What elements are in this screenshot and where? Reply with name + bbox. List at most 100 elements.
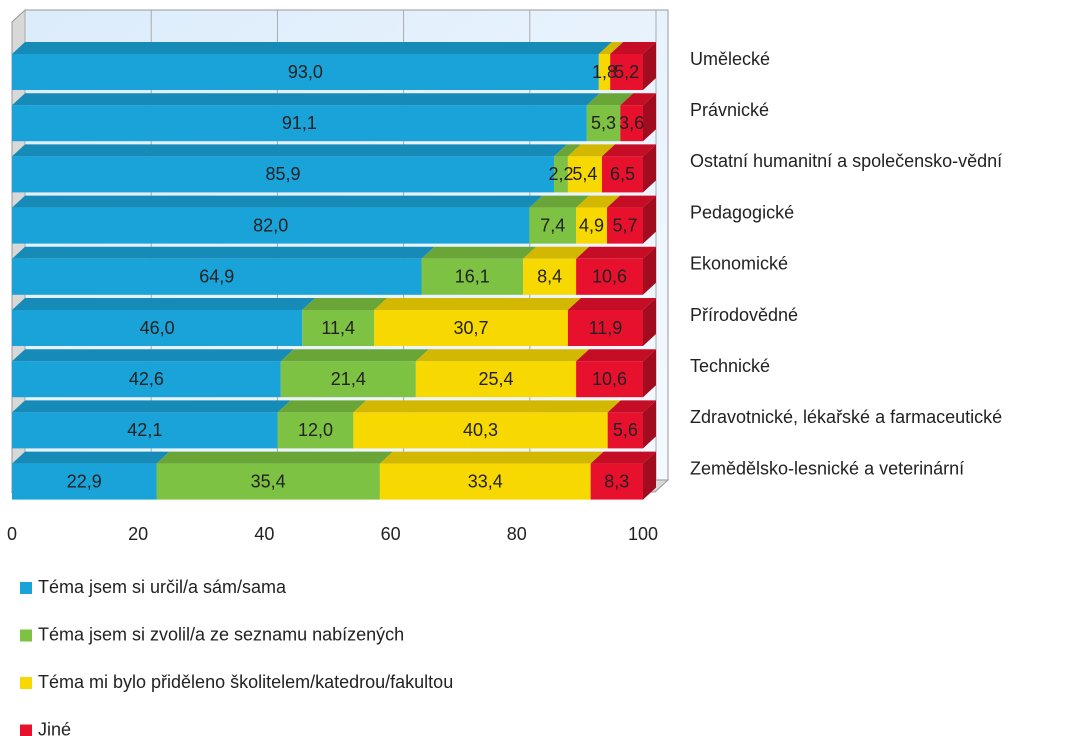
data-label: 93,0	[288, 62, 323, 82]
bar	[620, 105, 643, 142]
bar	[12, 258, 422, 295]
bar	[374, 310, 568, 346]
legend-swatch	[20, 724, 32, 736]
bar-top	[529, 195, 590, 208]
bar	[576, 258, 643, 295]
bar	[421, 258, 524, 295]
data-label: 5,2	[614, 62, 639, 82]
bar-top	[379, 451, 604, 464]
data-label: 42,6	[129, 369, 164, 389]
data-label: 10,6	[592, 267, 627, 287]
bar-top	[567, 298, 656, 310]
data-label: 82,0	[253, 215, 288, 235]
x-tick-label: 40	[254, 524, 274, 544]
data-label: 30,7	[454, 318, 489, 338]
bar	[12, 207, 530, 244]
legend-swatch	[20, 629, 32, 642]
bar	[277, 412, 354, 449]
category-label: Zdravotnické, lékařské a farmaceutické	[690, 407, 1002, 427]
bar	[156, 463, 380, 500]
bar-side	[643, 246, 656, 295]
bar-top	[12, 42, 612, 54]
bar	[12, 310, 303, 346]
data-label: 42,1	[127, 420, 162, 440]
bar-top	[12, 451, 170, 464]
category-label: Právnické	[690, 100, 769, 120]
bar-side	[643, 42, 656, 90]
data-label: 5,3	[591, 113, 616, 133]
legend-swatch	[20, 677, 32, 689]
data-label: 8,3	[604, 471, 629, 491]
bar-top	[590, 451, 656, 464]
legend-label: Téma mi bylo přiděleno školitelem/katedr…	[38, 672, 453, 692]
bar-top	[12, 93, 600, 106]
data-label: 22,9	[67, 471, 102, 491]
bar	[12, 361, 281, 398]
data-label: 85,9	[265, 164, 300, 184]
bar	[12, 412, 278, 449]
bars: 93,0 1,85,2 91,1 5,3 3,6 85,9 2,25,4 6,5 82,0 7,4…	[12, 42, 656, 500]
bar	[415, 361, 577, 398]
data-label: 91,1	[282, 113, 317, 133]
bar	[529, 207, 577, 244]
bar-top	[586, 93, 634, 106]
x-tick-label: 0	[7, 524, 17, 544]
bar-top	[610, 42, 656, 54]
legend-label: Téma jsem si určil/a sám/sama	[38, 577, 287, 597]
data-label: 40,3	[463, 420, 498, 440]
data-label: 1,8	[592, 62, 617, 82]
bar-side	[643, 195, 656, 244]
bar-top	[280, 349, 429, 362]
bar-side	[643, 93, 656, 142]
data-label: 5,6	[613, 420, 638, 440]
data-label: 12,0	[298, 420, 333, 440]
bar	[12, 105, 587, 142]
bar-top	[523, 246, 590, 259]
bar	[610, 54, 643, 90]
bar-top	[12, 400, 291, 413]
data-label: 5,4	[572, 164, 597, 184]
bar	[12, 463, 157, 500]
data-label: 6,5	[610, 164, 635, 184]
bar	[590, 463, 643, 500]
bar-top	[12, 349, 294, 362]
bar-top	[12, 298, 316, 310]
bar	[353, 412, 608, 449]
bar	[601, 156, 643, 193]
data-label: 11,9	[589, 318, 623, 338]
bar-top	[607, 195, 656, 208]
bar-side	[643, 400, 656, 449]
data-label: 33,4	[468, 471, 503, 491]
x-tick-label: 100	[628, 524, 658, 544]
data-label: 4,9	[579, 215, 604, 235]
category-label: Zemědělsko-lesnické a veterinární	[690, 458, 964, 478]
bar-side	[643, 349, 656, 398]
data-label: 3,6	[619, 113, 644, 133]
bar-top	[598, 42, 624, 54]
bar	[302, 310, 375, 346]
bar-side	[643, 451, 656, 500]
bar-top	[576, 349, 656, 362]
x-tick-label: 20	[128, 524, 148, 544]
bar	[280, 361, 416, 398]
data-label: 46,0	[140, 318, 175, 338]
bar-top	[554, 144, 581, 157]
data-label: 8,4	[537, 267, 562, 287]
legend-swatch	[20, 582, 32, 594]
data-label: 64,9	[199, 267, 234, 287]
data-label: 2,2	[548, 164, 573, 184]
bar	[12, 156, 555, 193]
category-label: Ostatní humanitní a společensko-vědní	[690, 151, 1002, 171]
bar-top	[302, 298, 388, 310]
data-label: 11,4	[321, 318, 355, 338]
bar-side	[643, 144, 656, 193]
bar-top	[415, 349, 590, 362]
bar-top	[567, 144, 615, 157]
data-label: 7,4	[540, 215, 565, 235]
data-label: 21,4	[331, 369, 366, 389]
x-tick-label: 60	[381, 524, 401, 544]
bar	[598, 54, 611, 90]
bar	[379, 463, 591, 500]
bar-top	[374, 298, 581, 310]
